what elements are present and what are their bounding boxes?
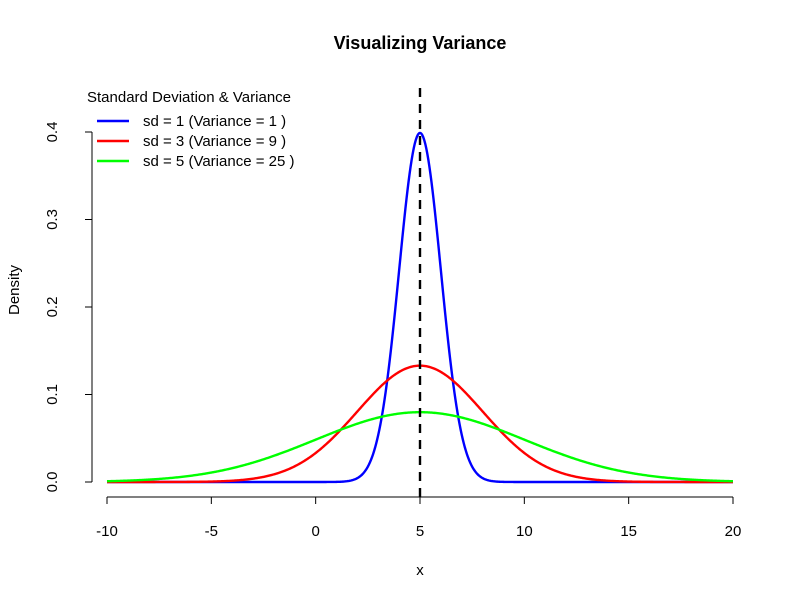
x-tick-label: 5 bbox=[416, 523, 424, 540]
y-tick-label: 0.2 bbox=[44, 297, 61, 318]
x-tick-label: -10 bbox=[96, 523, 118, 540]
legend-title: Standard Deviation & Variance bbox=[87, 89, 291, 106]
y-axis-label: Density bbox=[6, 264, 23, 315]
legend: Standard Deviation & Variance sd = 1 (Va… bbox=[87, 89, 294, 170]
y-tick-label: 0.3 bbox=[44, 209, 61, 230]
y-tick-label: 0.4 bbox=[44, 122, 61, 143]
x-tick-label: 10 bbox=[516, 523, 533, 540]
y-tick-label: 0.0 bbox=[44, 472, 61, 493]
x-tick-label: 15 bbox=[620, 523, 637, 540]
x-tick-label: -5 bbox=[205, 523, 218, 540]
x-axis-label: x bbox=[416, 562, 424, 579]
legend-label-3: sd = 5 (Variance = 25 ) bbox=[143, 153, 294, 170]
legend-label-2: sd = 3 (Variance = 9 ) bbox=[143, 133, 286, 150]
x-tick-label: 0 bbox=[311, 523, 319, 540]
y-tick-label: 0.1 bbox=[44, 384, 61, 405]
x-tick-label: 20 bbox=[725, 523, 742, 540]
chart-title: Visualizing Variance bbox=[334, 33, 507, 53]
x-axis: -10 -5 0 5 10 15 20 bbox=[96, 496, 742, 540]
legend-label-1: sd = 1 (Variance = 1 ) bbox=[143, 113, 286, 130]
y-axis: 0.0 0.1 0.2 0.3 0.4 bbox=[44, 122, 93, 493]
